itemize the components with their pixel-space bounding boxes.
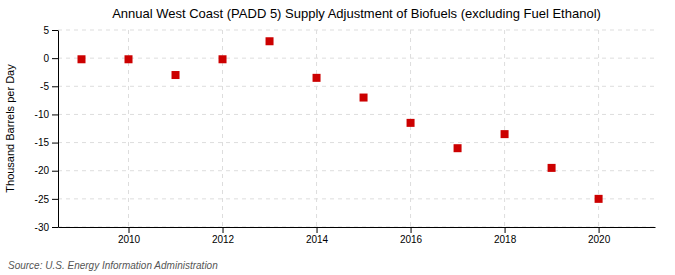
y-tick: -30 bbox=[35, 222, 58, 233]
x-tick: 2010 bbox=[118, 227, 141, 245]
y-tick-label: 0 bbox=[43, 53, 49, 64]
chart: 2010 2012 2014 2016 2018 2020 5 0 -5 -10 -15 -20 -25… bbox=[0, 0, 675, 275]
grid-line-x bbox=[410, 30, 411, 227]
y-tick: -15 bbox=[35, 137, 58, 148]
plot: 2010 2012 2014 2016 2018 2020 5 0 -5 -10 -15 -20 -25… bbox=[35, 25, 656, 245]
grid-line-y bbox=[58, 30, 655, 31]
grid-line-y bbox=[58, 170, 655, 171]
y-axis-line bbox=[58, 31, 59, 228]
title: Annual West Coast (PADD 5) Supply Adjust… bbox=[112, 6, 601, 21]
point bbox=[407, 119, 415, 127]
x-tick-label: 2014 bbox=[306, 234, 329, 245]
x-tick: 2018 bbox=[494, 227, 517, 245]
y-tick: -5 bbox=[40, 81, 58, 92]
y-axis: 5 0 -5 -10 -15 -20 -25 -30 bbox=[35, 25, 59, 233]
point bbox=[454, 144, 462, 152]
grid-line-y bbox=[58, 142, 655, 143]
y-tick: -25 bbox=[35, 194, 58, 205]
x-axis-line bbox=[59, 227, 656, 228]
grid-line-x bbox=[504, 30, 505, 227]
x-tick-mark bbox=[411, 227, 412, 233]
point bbox=[266, 37, 274, 45]
points bbox=[78, 37, 603, 203]
grid-line-y bbox=[58, 86, 655, 87]
y-tick-mark bbox=[52, 227, 58, 228]
point bbox=[78, 55, 86, 63]
y-tick-mark bbox=[52, 171, 58, 172]
point bbox=[219, 55, 227, 63]
y-tick-mark bbox=[52, 143, 58, 144]
grid-line-x bbox=[316, 30, 317, 227]
point bbox=[595, 195, 603, 203]
point bbox=[172, 71, 180, 79]
y-tick-label: -10 bbox=[35, 109, 50, 120]
y-tick: 0 bbox=[43, 53, 58, 64]
y-tick-mark bbox=[52, 114, 58, 115]
x-tick-mark bbox=[317, 227, 318, 233]
y-tick: -10 bbox=[35, 109, 58, 120]
source: Source: U.S. Energy Information Administ… bbox=[8, 260, 218, 271]
y-tick-label: -15 bbox=[35, 137, 50, 148]
y-tick-label: -5 bbox=[40, 81, 49, 92]
grid-line-y bbox=[58, 198, 655, 199]
x-tick-label: 2016 bbox=[400, 234, 423, 245]
y-tick-label: 5 bbox=[43, 25, 49, 36]
x-tick-label: 2010 bbox=[118, 234, 141, 245]
x-tick: 2014 bbox=[306, 227, 329, 245]
y-tick-mark bbox=[52, 58, 58, 59]
x-tick: 2012 bbox=[212, 227, 235, 245]
point bbox=[501, 130, 509, 138]
x-tick-mark bbox=[599, 227, 600, 233]
x-tick: 2020 bbox=[588, 227, 611, 245]
y-tick-mark bbox=[52, 86, 58, 87]
x-tick-label: 2012 bbox=[212, 234, 235, 245]
grid-line-y bbox=[58, 58, 655, 59]
x-tick-mark bbox=[129, 227, 130, 233]
point bbox=[125, 55, 133, 63]
x-tick-label: 2018 bbox=[494, 234, 517, 245]
y-tick-mark bbox=[52, 199, 58, 200]
y-tick-label: -25 bbox=[35, 194, 50, 205]
x-tick: 2016 bbox=[400, 227, 423, 245]
x-tick-mark bbox=[223, 227, 224, 233]
x-tick-mark bbox=[505, 227, 506, 233]
point bbox=[360, 94, 368, 102]
grid-line-y bbox=[58, 114, 655, 115]
point bbox=[313, 74, 321, 82]
y-label: Thousand Barrels per Day bbox=[4, 64, 16, 193]
grid-line-y bbox=[58, 227, 655, 228]
point bbox=[548, 164, 556, 172]
x-axis: 2010 2012 2014 2016 2018 2020 bbox=[59, 227, 656, 245]
y-tick-label: -30 bbox=[35, 222, 50, 233]
y-tick: -20 bbox=[35, 165, 58, 176]
y-tick-mark bbox=[52, 30, 58, 31]
x-tick-label: 2020 bbox=[588, 234, 611, 245]
y-tick: 5 bbox=[43, 25, 58, 36]
grid bbox=[58, 30, 655, 227]
y-tick-label: -20 bbox=[35, 165, 50, 176]
